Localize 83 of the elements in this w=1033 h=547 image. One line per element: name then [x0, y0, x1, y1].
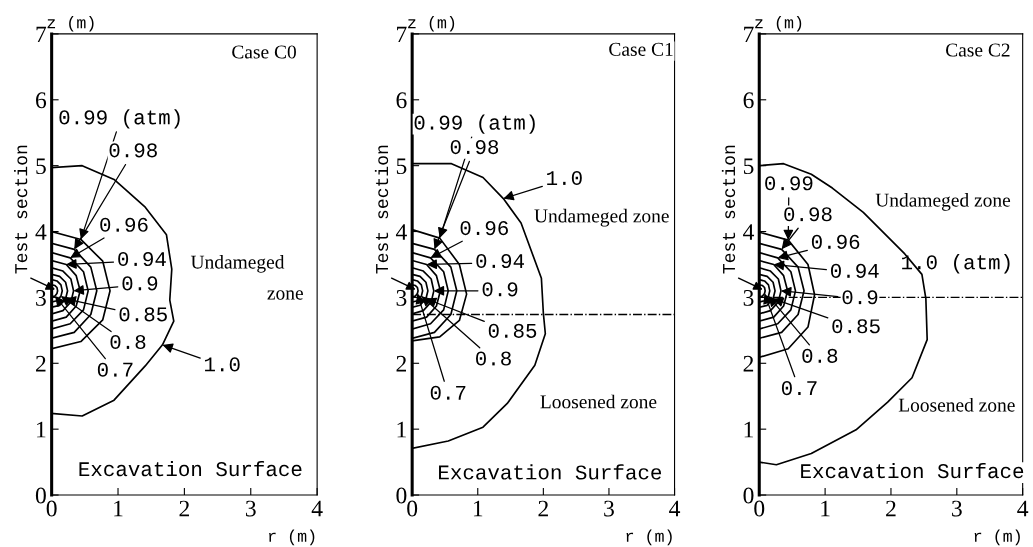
annotation: 0.98: [450, 139, 499, 155]
annotation: Case C0: [232, 45, 296, 59]
annotation: 0.96: [460, 221, 508, 236]
y-axis-title: z (m): [47, 16, 94, 32]
x-axis-title: r (m): [974, 529, 1020, 546]
annotation: Excavation Surface: [801, 462, 1024, 479]
y-tick-label: 2: [743, 355, 754, 372]
annotation: 1.0: [204, 357, 240, 372]
annotation: 0.96: [100, 217, 148, 232]
y-tick-label: 6: [396, 92, 407, 109]
annotation: 0.99: [765, 176, 813, 191]
annotation: 0.7: [781, 381, 817, 396]
y-tick-label: 7: [744, 26, 754, 43]
y-tick-label: 7: [36, 26, 47, 43]
annotation: zone: [267, 290, 303, 300]
y-tick-label: 2: [36, 355, 46, 372]
annotation: 0.9: [482, 282, 518, 297]
y-tick-label: 4: [743, 224, 755, 240]
annotation: 0.96: [811, 234, 860, 249]
x-tick-label: 3: [604, 500, 614, 517]
x-axis-title: r (m): [269, 529, 315, 546]
y-tick-label: 7: [397, 26, 407, 43]
annotation: 0.7: [430, 385, 466, 400]
annotation: 0.94: [118, 251, 166, 267]
y-tick-label: 3: [743, 289, 754, 306]
annotation: 0.7: [97, 362, 133, 377]
annotation: Excavation Surface: [439, 464, 662, 480]
annotation: Loosened zone: [898, 397, 1015, 412]
x-tick-label: 1: [473, 500, 483, 517]
annotation: 0.85: [832, 319, 880, 334]
annotation: Excavation Surface: [79, 460, 302, 477]
annotation: 0.9: [122, 276, 158, 291]
annotation: Test section: [374, 145, 389, 274]
annotation: Loosened zone: [540, 394, 657, 409]
annotation: Test section: [721, 145, 736, 274]
x-tick-label: 4: [669, 500, 681, 517]
y-tick-label: 3: [396, 289, 407, 306]
x-tick-label: 1: [114, 500, 123, 517]
annotation: Case C1: [609, 42, 673, 56]
annotation: 0.99 (atm): [414, 114, 535, 134]
y-tick-label: 1: [37, 421, 46, 438]
y-tick-label: 1: [744, 421, 753, 438]
y-tick-label: 1: [397, 421, 406, 438]
annotation: 0.99 (atm): [59, 109, 180, 129]
annotation: 0.94: [831, 263, 879, 278]
annotation: 0.85: [119, 307, 167, 322]
x-axis-title: r (m): [626, 529, 672, 546]
y-tick-label: 3: [36, 289, 46, 306]
x-tick-label: 2: [179, 500, 189, 517]
y-tick-label: 6: [36, 92, 47, 109]
y-tick-label: 5: [396, 158, 407, 175]
y-tick-label: 4: [395, 224, 407, 240]
x-tick-label: 3: [245, 500, 256, 517]
y-axis-title: z (m): [755, 16, 802, 32]
y-tick-label: 4: [35, 224, 47, 240]
y-tick-label: 5: [743, 158, 754, 175]
annotation: 0.8: [476, 351, 511, 366]
annotation: Undameged zone: [875, 193, 1011, 211]
annotation: 0.8: [110, 334, 146, 350]
annotation: Undameged: [190, 254, 285, 273]
annotation: 0.9: [842, 290, 878, 305]
x-tick-label: 3: [952, 500, 962, 517]
annotation: 0.85: [488, 323, 537, 338]
y-tick-label: 0: [396, 487, 407, 504]
y-axis-title: z (m): [408, 16, 455, 32]
y-tick-label: 6: [743, 92, 754, 109]
annotation: 0.98: [784, 207, 832, 222]
y-tick-label: 0: [743, 487, 754, 504]
x-tick-label: 4: [1017, 500, 1029, 517]
annotation: 0.8: [802, 348, 838, 363]
annotation: Case C2: [946, 43, 1010, 57]
y-tick-label: 5: [36, 158, 46, 175]
annotation: 0.94: [476, 253, 525, 269]
annotation: Test section: [14, 145, 28, 274]
y-tick-label: 0: [35, 487, 46, 504]
annotation: 1.0: [547, 170, 582, 186]
x-tick-label: 2: [886, 500, 896, 517]
annotation: Undameged zone: [534, 208, 669, 227]
x-tick-label: 1: [821, 500, 830, 517]
annotation: 0.98: [109, 143, 157, 158]
x-tick-label: 2: [538, 500, 548, 517]
y-tick-label: 2: [396, 355, 406, 372]
x-tick-label: 4: [311, 500, 323, 517]
